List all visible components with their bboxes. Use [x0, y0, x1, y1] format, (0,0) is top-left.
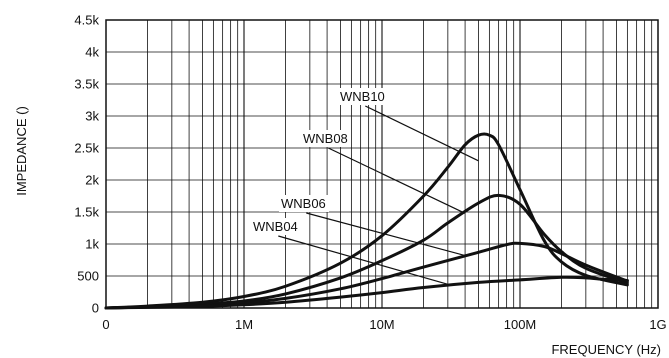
x-tick-label: 1M	[235, 317, 253, 332]
x-tick-labels: 0 1M 10M 100M 1G	[102, 317, 666, 332]
series-line-wnb10	[104, 132, 629, 310]
x-tick-label: 1G	[649, 317, 666, 332]
y-tick-label: 4k	[85, 45, 99, 60]
x-axis-title: FREQUENCY (Hz)	[551, 342, 661, 357]
series-label-wnb10: WNB10	[340, 89, 385, 104]
series-annotations: WNB10 WNB08 WNB06 WNB04	[251, 88, 479, 285]
y-tick-label: 500	[77, 269, 99, 284]
series-curves	[104, 132, 629, 310]
series-label-wnb04: WNB04	[253, 219, 298, 234]
y-tick-label: 2.5k	[74, 141, 99, 156]
x-tick-label: 10M	[369, 317, 394, 332]
leader-line-wnb06	[306, 212, 466, 257]
series-label-wnb06: WNB06	[281, 196, 326, 211]
y-tick-label: 1.5k	[74, 205, 99, 220]
plot-frame	[105, 19, 659, 309]
y-tick-label: 1k	[85, 237, 99, 252]
y-tick-labels: 0 500 1k 1.5k 2k 2.5k 3k 3.5k 4k 4.5k	[74, 13, 99, 316]
y-tick-label: 2k	[85, 173, 99, 188]
series-label-wnb08: WNB08	[303, 131, 348, 146]
y-axis-title: IMPEDANCE ()	[14, 106, 29, 196]
leader-line-wnb10	[365, 105, 479, 162]
label-background	[301, 130, 351, 147]
x-tick-label: 0	[102, 317, 109, 332]
x-tick-label: 100M	[504, 317, 537, 332]
series-line-wnb04	[104, 275, 629, 310]
leader-line-wnb08	[328, 147, 466, 214]
y-tick-label: 3k	[85, 109, 99, 124]
leader-line-wnb04	[278, 235, 449, 285]
y-tick-label: 4.5k	[74, 13, 99, 28]
grid	[106, 20, 658, 308]
label-background	[251, 218, 301, 235]
label-background	[338, 88, 388, 105]
y-tick-label: 0	[92, 301, 99, 316]
y-tick-label: 3.5k	[74, 77, 99, 92]
label-background	[279, 195, 329, 212]
